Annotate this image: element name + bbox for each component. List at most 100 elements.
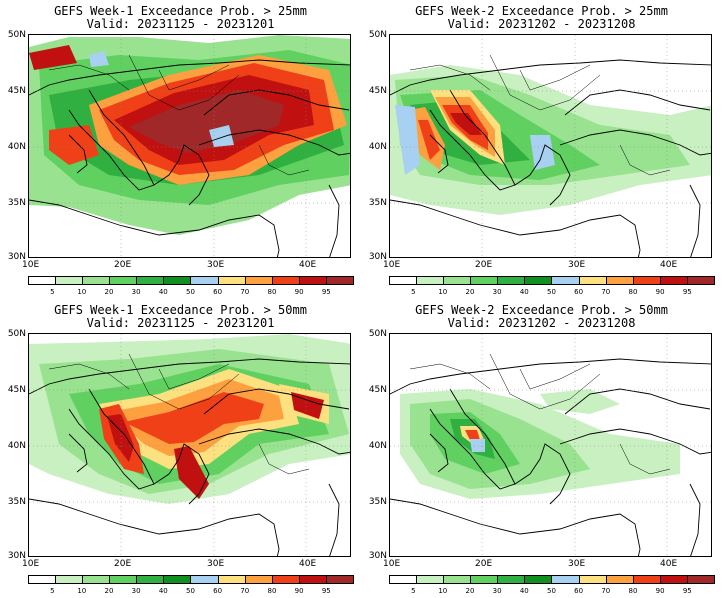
- colorbar-level-label: 20: [465, 587, 475, 595]
- colorbar-swatch: [137, 576, 165, 583]
- colorbar-swatch: [326, 277, 353, 284]
- panel-title: GEFS Week-1 Exceedance Prob. > 50mm: [54, 303, 307, 317]
- colorbar-swatch: [417, 277, 445, 284]
- colorbar-swatch: [633, 277, 661, 284]
- colorbar-level-label: 50: [186, 587, 195, 595]
- colorbar-level-label: 50: [547, 587, 556, 595]
- colorbar-level-label: 70: [240, 288, 250, 296]
- colorbar-swatch: [606, 277, 634, 284]
- colorbar-swatch: [137, 277, 165, 284]
- lat-label-40n: 40N: [368, 441, 387, 451]
- colorbar-swatch: [660, 277, 688, 284]
- colorbar-level-label: 30: [131, 288, 141, 296]
- probability-map: [389, 34, 712, 258]
- colorbar-level-label: 5: [411, 587, 416, 595]
- colorbar-level-label: 90: [294, 587, 304, 595]
- lon-label-30e: 30E: [568, 260, 586, 270]
- colorbar-level-label: 50: [186, 288, 195, 296]
- panel-valid-dates: Valid: 20231125 - 20231201: [86, 17, 275, 31]
- colorbar-level-label: 40: [158, 587, 168, 595]
- lon-label-30e: 30E: [568, 559, 586, 569]
- colorbar-level-label: 95: [682, 288, 692, 296]
- colorbar: [389, 575, 715, 584]
- colorbar-level-label: 40: [519, 587, 529, 595]
- colorbar-swatch: [83, 576, 111, 583]
- lat-label-35n: 35N: [368, 497, 387, 507]
- colorbar-swatch: [633, 576, 661, 583]
- colorbar-level-label: 60: [213, 587, 223, 595]
- colorbar-level-label: 40: [519, 288, 529, 296]
- lon-label-20e: 20E: [114, 559, 132, 569]
- colorbar-swatch: [56, 576, 84, 583]
- lat-label-45n: 45N: [7, 86, 26, 96]
- colorbar-level-label: 60: [574, 587, 584, 595]
- colorbar-level-label: 10: [77, 288, 87, 296]
- lat-label-40n: 40N: [7, 441, 26, 451]
- colorbar: [28, 276, 354, 285]
- colorbar-level-label: 80: [267, 587, 277, 595]
- lon-label-20e: 20E: [114, 260, 132, 270]
- panel-week2-50mm: GEFS Week-2 Exceedance Prob. > 50mm Vali…: [361, 299, 722, 598]
- colorbar-swatch: [83, 277, 111, 284]
- colorbar-swatch: [444, 576, 472, 583]
- lon-label-20e: 20E: [475, 559, 493, 569]
- colorbar-swatch: [579, 576, 607, 583]
- colorbar-swatch: [498, 576, 526, 583]
- lat-label-45n: 45N: [368, 86, 387, 96]
- lon-label-10e: 10E: [383, 260, 401, 270]
- colorbar-level-label: 20: [104, 587, 114, 595]
- lat-label-50n: 50N: [7, 30, 26, 40]
- colorbar-swatch: [525, 277, 553, 284]
- colorbar-swatch: [164, 277, 192, 284]
- colorbar-swatch: [498, 277, 526, 284]
- colorbar-swatch: [272, 576, 300, 583]
- colorbar-swatch: [218, 576, 246, 583]
- lon-label-10e: 10E: [22, 260, 40, 270]
- colorbar-swatch: [579, 277, 607, 284]
- colorbar-swatch: [471, 277, 499, 284]
- colorbar-level-label: 10: [438, 587, 448, 595]
- colorbar-swatch: [417, 576, 445, 583]
- colorbar-level-label: 80: [628, 587, 638, 595]
- panel-title: GEFS Week-1 Exceedance Prob. > 25mm: [54, 4, 307, 18]
- colorbar-swatch: [606, 576, 634, 583]
- lon-label-10e: 10E: [22, 559, 40, 569]
- colorbar-swatch: [687, 277, 714, 284]
- lat-label-40n: 40N: [368, 142, 387, 152]
- lat-label-30n: 30N: [7, 551, 26, 561]
- colorbar-level-label: 60: [574, 288, 584, 296]
- colorbar-level-label: 80: [267, 288, 277, 296]
- lat-label-50n: 50N: [7, 329, 26, 339]
- lat-label-35n: 35N: [7, 497, 26, 507]
- colorbar-swatch: [56, 277, 84, 284]
- colorbar-swatch: [218, 277, 246, 284]
- probability-map: [28, 333, 351, 557]
- colorbar-swatch: [390, 576, 418, 583]
- colorbar-level-label: 50: [547, 288, 556, 296]
- colorbar-level-label: 30: [492, 288, 502, 296]
- lon-label-40e: 40E: [660, 559, 678, 569]
- colorbar-level-label: 10: [77, 587, 87, 595]
- colorbar-swatch: [110, 576, 138, 583]
- lat-label-30n: 30N: [368, 252, 387, 262]
- colorbar-level-label: 20: [465, 288, 475, 296]
- colorbar-swatch: [110, 277, 138, 284]
- colorbar-swatch: [29, 576, 57, 583]
- colorbar-level-label: 90: [655, 587, 665, 595]
- colorbar-level-label: 80: [628, 288, 638, 296]
- colorbar: [389, 276, 715, 285]
- panel-valid-dates: Valid: 20231202 - 20231208: [447, 17, 636, 31]
- colorbar-level-label: 10: [438, 288, 448, 296]
- colorbar-level-label: 90: [655, 288, 665, 296]
- lon-label-20e: 20E: [475, 260, 493, 270]
- colorbar-swatch: [191, 576, 219, 583]
- lat-label-30n: 30N: [7, 252, 26, 262]
- colorbar-level-label: 40: [158, 288, 168, 296]
- colorbar-level-label: 60: [213, 288, 223, 296]
- lon-label-30e: 30E: [207, 559, 225, 569]
- colorbar-swatch: [164, 576, 192, 583]
- probability-map: [389, 333, 712, 557]
- probability-map: [28, 34, 351, 258]
- colorbar-swatch: [272, 277, 300, 284]
- panel-week2-25mm: GEFS Week-2 Exceedance Prob. > 25mm Vali…: [361, 0, 722, 299]
